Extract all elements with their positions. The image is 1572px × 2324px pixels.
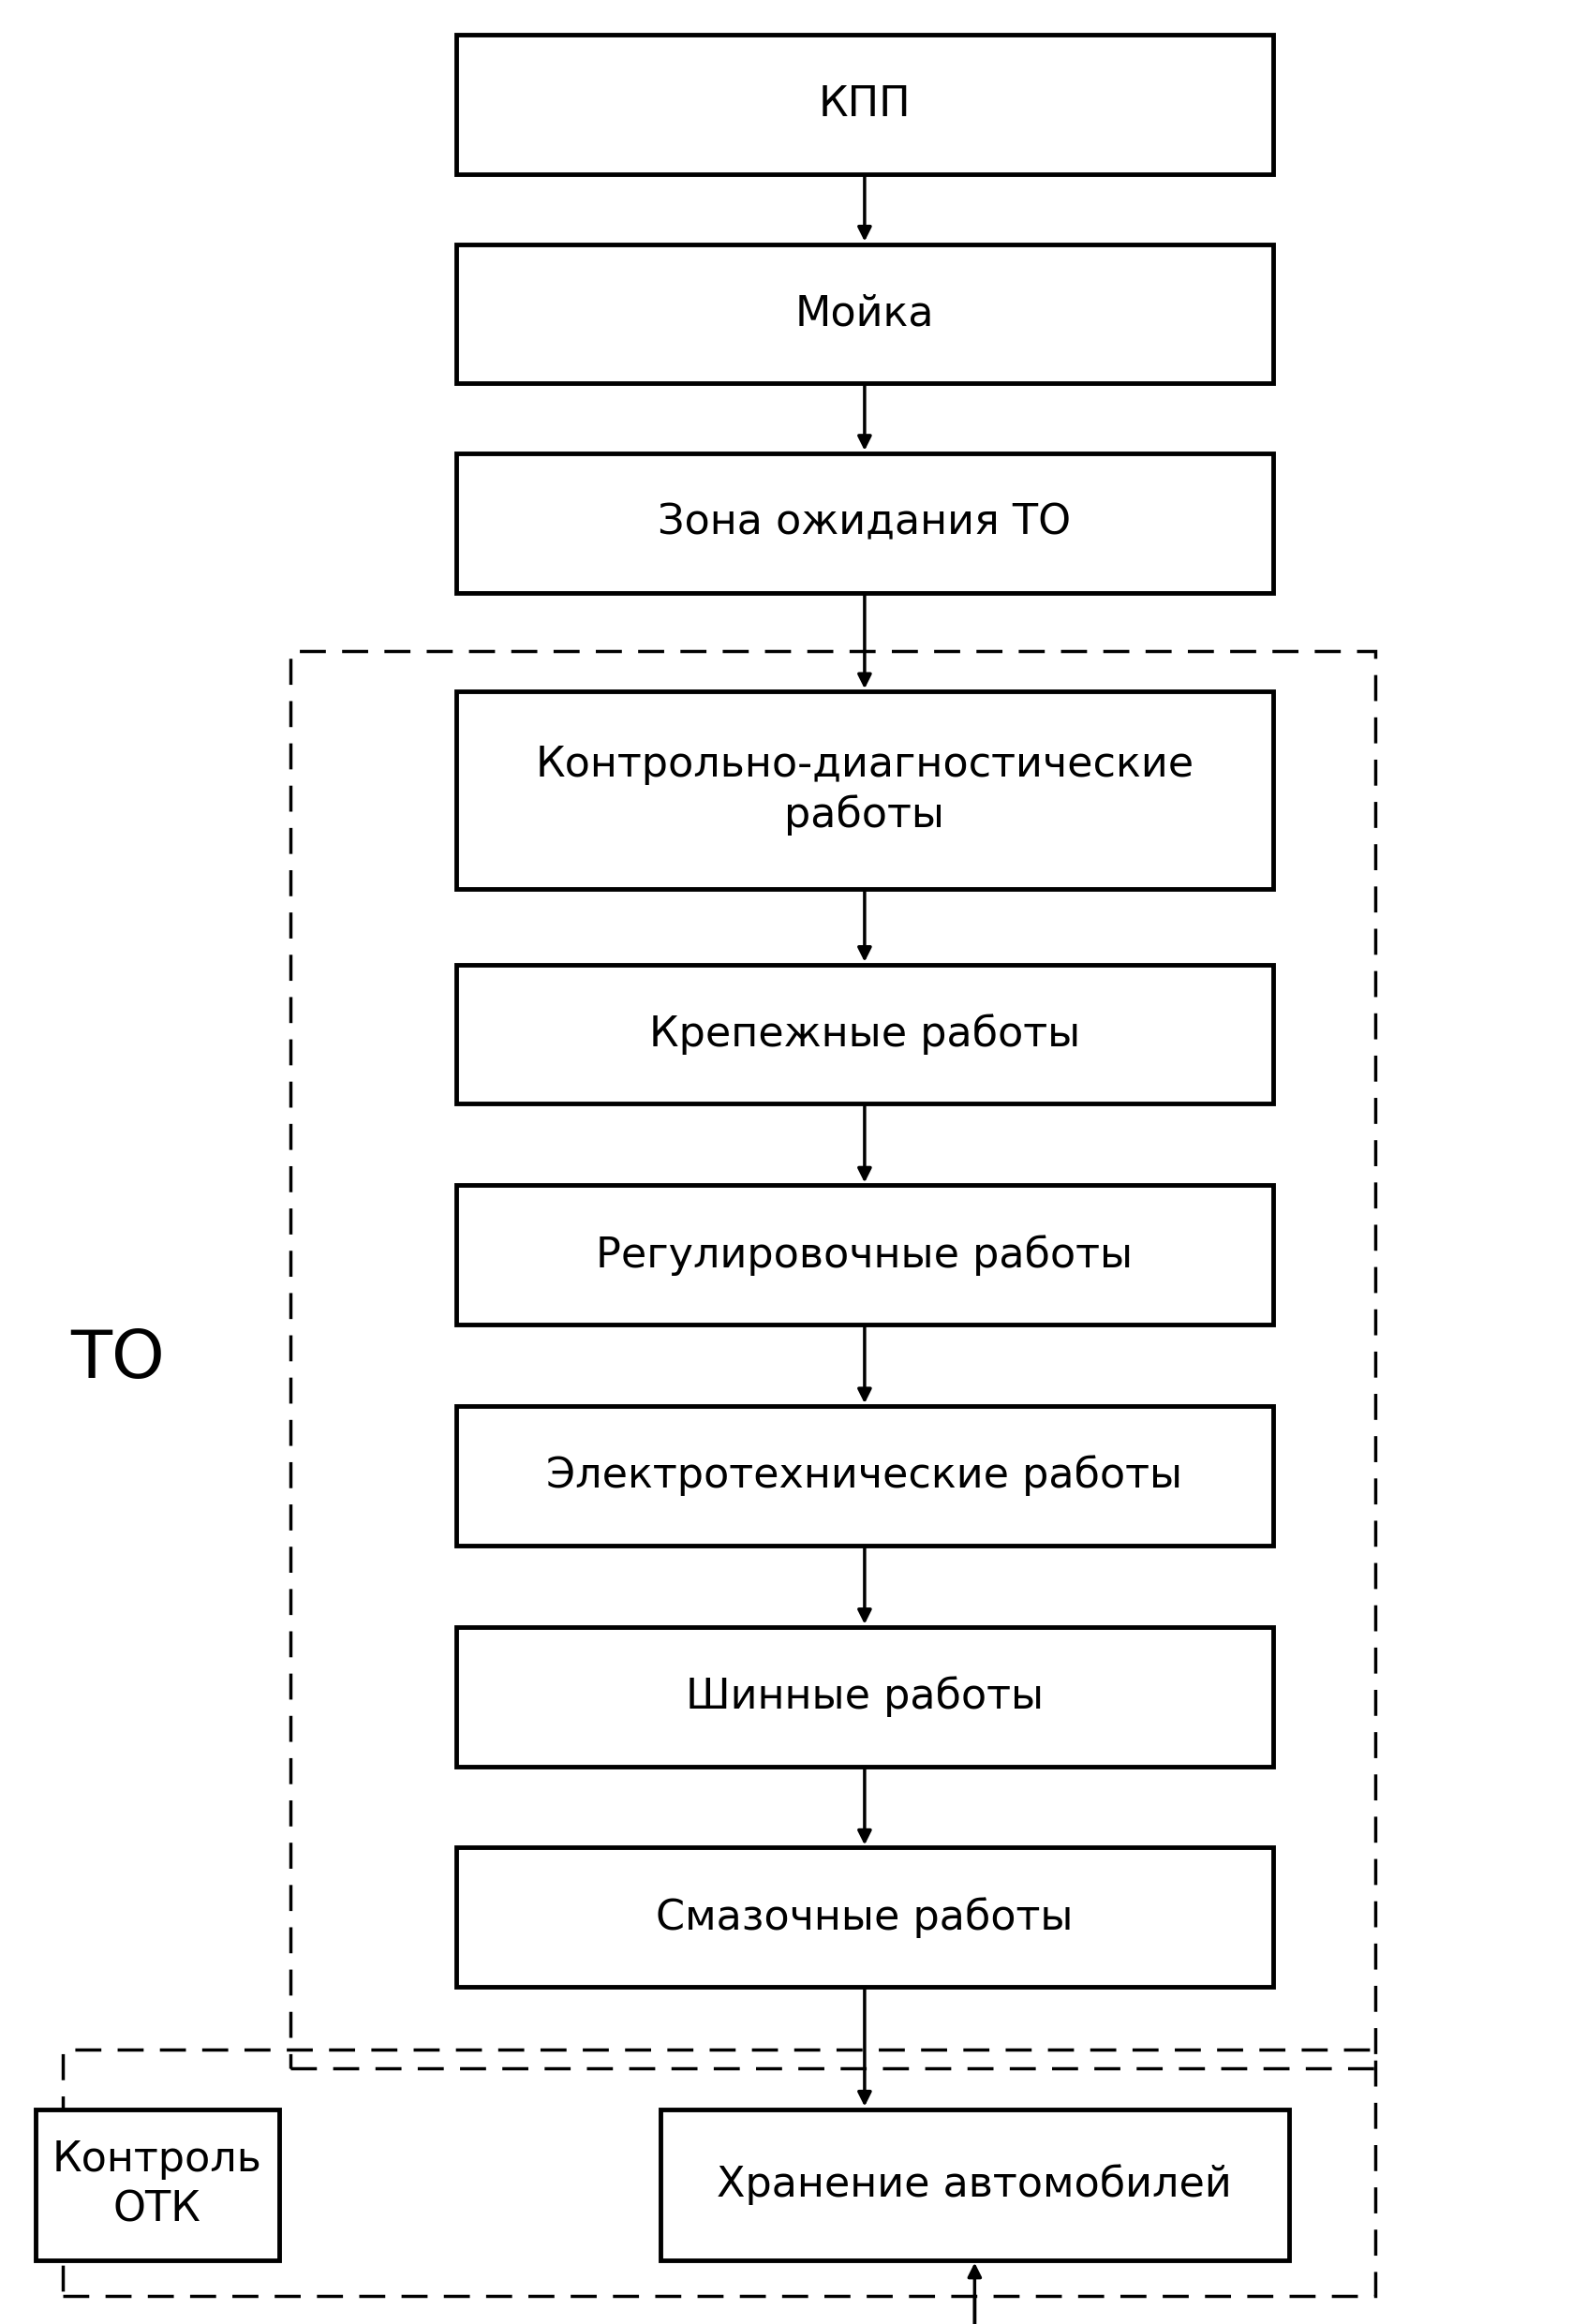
Text: Регулировочные работы: Регулировочные работы xyxy=(596,1234,1133,1276)
Text: Шинные работы: Шинные работы xyxy=(685,1676,1044,1717)
FancyBboxPatch shape xyxy=(456,964,1273,1104)
FancyBboxPatch shape xyxy=(36,2110,278,2259)
Text: Зона ожидания ТО: Зона ожидания ТО xyxy=(659,502,1071,544)
FancyBboxPatch shape xyxy=(456,1185,1273,1325)
FancyBboxPatch shape xyxy=(660,2110,1289,2259)
Text: Хранение автомобилей: Хранение автомобилей xyxy=(717,2164,1232,2205)
Text: КПП: КПП xyxy=(819,84,910,125)
Text: Мойка: Мойка xyxy=(795,293,934,335)
FancyBboxPatch shape xyxy=(456,35,1273,174)
FancyBboxPatch shape xyxy=(456,1406,1273,1545)
Text: ТО: ТО xyxy=(71,1327,165,1392)
FancyBboxPatch shape xyxy=(456,244,1273,383)
Text: Электротехнические работы: Электротехнические работы xyxy=(547,1455,1182,1497)
Text: Смазочные работы: Смазочные работы xyxy=(656,1896,1074,1938)
FancyBboxPatch shape xyxy=(456,1848,1273,1987)
Text: Контроль
ОТК: Контроль ОТК xyxy=(52,2140,263,2229)
FancyBboxPatch shape xyxy=(456,690,1273,888)
FancyBboxPatch shape xyxy=(456,453,1273,593)
Text: Крепежные работы: Крепежные работы xyxy=(649,1013,1080,1055)
Text: Контрольно-диагностические
работы: Контрольно-диагностические работы xyxy=(534,744,1195,837)
FancyBboxPatch shape xyxy=(456,1627,1273,1766)
